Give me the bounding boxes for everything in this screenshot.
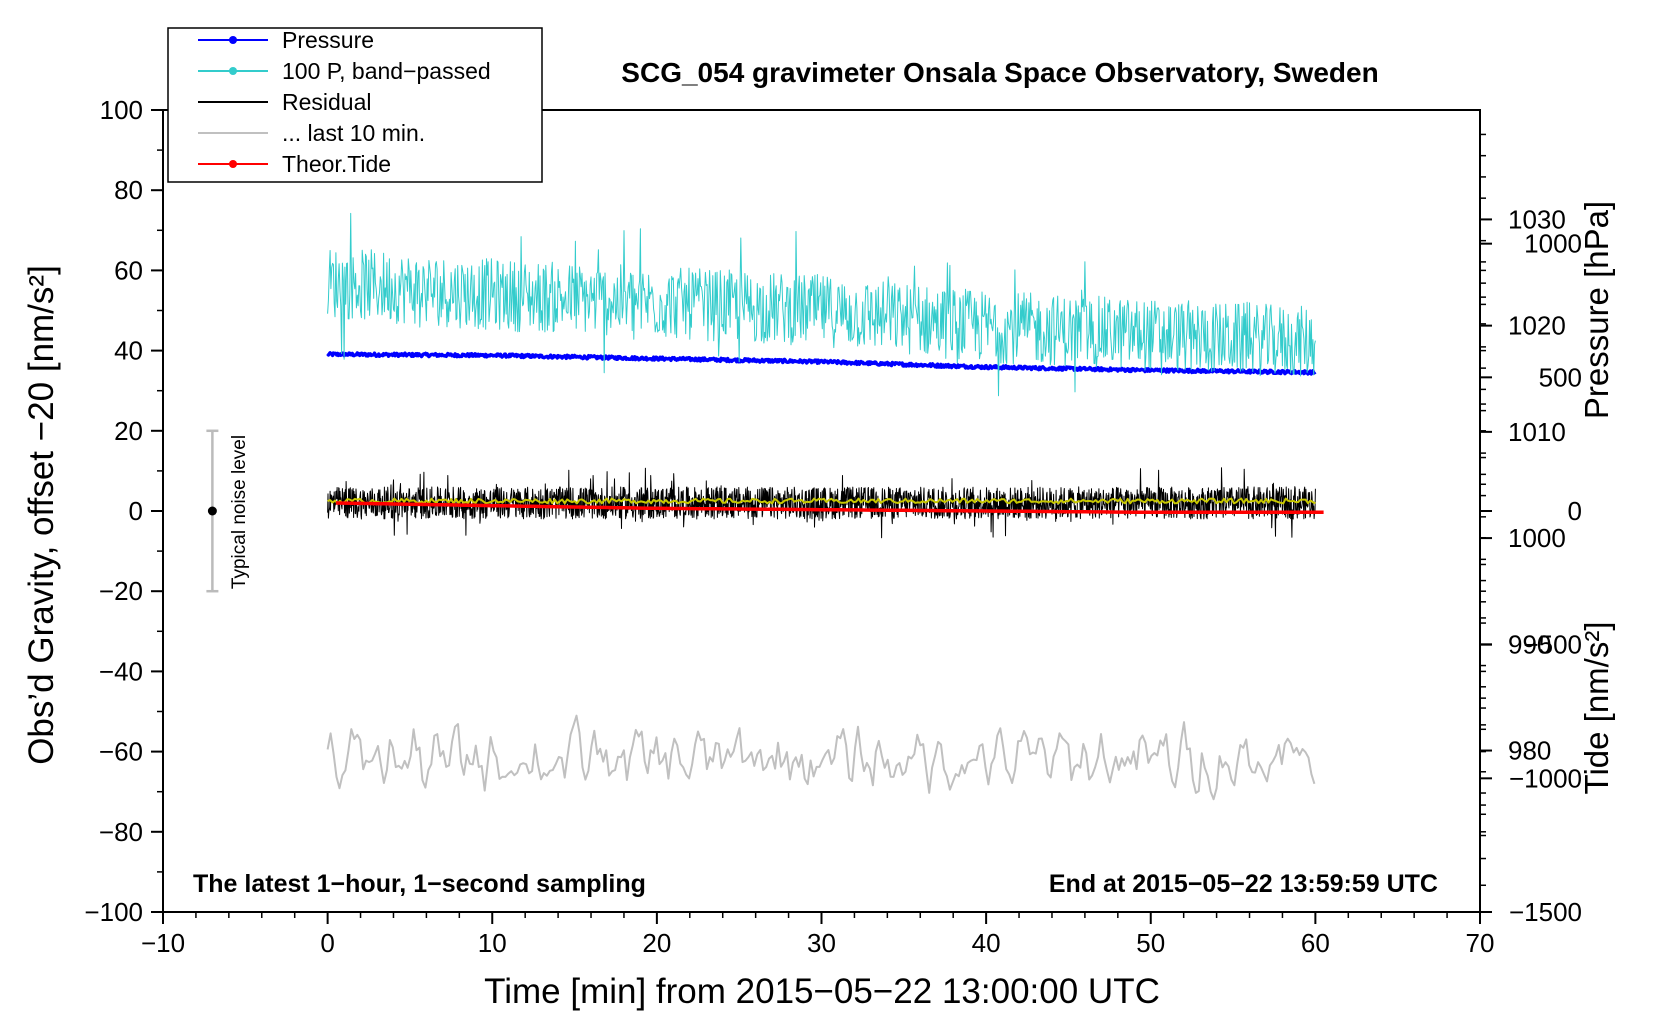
- y-axis-label-left: Obs’d Gravity, offset −20 [nm/s²]: [22, 265, 61, 765]
- legend-label: 100 P, band−passed: [282, 58, 491, 84]
- series-line: [335, 501, 1324, 515]
- legend-marker: [229, 36, 237, 44]
- noise-bar: [206, 429, 219, 593]
- x-tick-label: 10: [478, 928, 507, 958]
- tide-tick-label: 500: [1539, 362, 1582, 392]
- x-axis: −10 0 10 20 30 40 50 60 70: [141, 912, 1495, 958]
- legend-label: Theor.Tide: [282, 151, 391, 177]
- legend-marker: [229, 160, 237, 168]
- x-axis-label: Time [min] from 2015−05−22 13:00:00 UTC: [484, 972, 1160, 1011]
- series-line: [327, 212, 1316, 397]
- x-tick-label: −10: [141, 928, 185, 958]
- x-tick-label: 40: [972, 928, 1001, 958]
- x-tick-label: 20: [642, 928, 671, 958]
- legend-box: [167, 27, 543, 183]
- series-layer: [326, 212, 1324, 801]
- legend: Pressure 100 P, band−passed Residual ... la…: [167, 27, 543, 183]
- tide-tick-label: −1500: [1509, 897, 1582, 927]
- y-axis-label-pressure: Pressure [hPa]: [1578, 201, 1615, 419]
- y-tick-label: −80: [99, 817, 143, 847]
- y-tick-label: 60: [114, 255, 143, 285]
- y-axis-left: 100 80 60 40 20 0 −20 −40 −60 −80 −100: [84, 95, 163, 927]
- pressure-tick-label: 1000: [1508, 523, 1566, 553]
- y-tick-label: 100: [100, 95, 143, 125]
- chart-title: SCG_054 gravimeter Onsala Space Observat…: [621, 57, 1378, 88]
- series-line: [327, 497, 1316, 505]
- x-tick-label: 30: [807, 928, 836, 958]
- pressure-tick-label: 980: [1508, 736, 1551, 766]
- y-tick-label: −100: [84, 897, 143, 927]
- legend-label: Pressure: [282, 27, 374, 53]
- tide-tick-label: 1000: [1524, 229, 1582, 259]
- y-tick-label: −60: [99, 737, 143, 767]
- end-time-annotation: End at 2015−05−22 13:59:59 UTC: [1049, 870, 1438, 898]
- sampling-annotation: The latest 1−hour, 1−second sampling: [193, 870, 646, 898]
- x-tick-label: 60: [1301, 928, 1330, 958]
- pressure-tick-label: 1010: [1508, 417, 1566, 447]
- noise-level-label: Typical noise level: [229, 435, 250, 589]
- y-tick-label: 80: [114, 175, 143, 205]
- series-line: [326, 351, 1317, 376]
- x-tick-label: 50: [1136, 928, 1165, 958]
- y-axis-label-tide: Tide [nm/s²]: [1578, 622, 1615, 795]
- pressure-tick-label: 1030: [1508, 204, 1566, 234]
- y-tick-label: −40: [99, 656, 143, 686]
- y-tick-label: −20: [99, 576, 143, 606]
- y-tick-label: 40: [114, 336, 143, 366]
- y-tick-label: 20: [114, 416, 143, 446]
- pressure-tick-label: 990: [1508, 629, 1551, 659]
- tide-tick-label: 0: [1568, 496, 1582, 526]
- y-axis-tide: 1000 500 0 −500 −1000 −1500: [1480, 229, 1582, 927]
- legend-label: ... last 10 min.: [282, 120, 425, 146]
- x-tick-label: 0: [320, 928, 334, 958]
- legend-marker: [229, 67, 237, 75]
- y-tick-label: 0: [129, 496, 143, 526]
- y-axis-pressure: 1030 1020 1010 1000 990 980: [1480, 133, 1566, 837]
- x-tick-label: 70: [1466, 928, 1495, 958]
- series-line: [326, 714, 1316, 801]
- tide-tick-label: −1000: [1509, 763, 1582, 793]
- pressure-tick-label: 1020: [1508, 311, 1566, 341]
- tide-tick-label: −500: [1523, 630, 1582, 660]
- legend-label: Residual: [282, 89, 372, 115]
- noise-bar-center-dot: [207, 506, 217, 516]
